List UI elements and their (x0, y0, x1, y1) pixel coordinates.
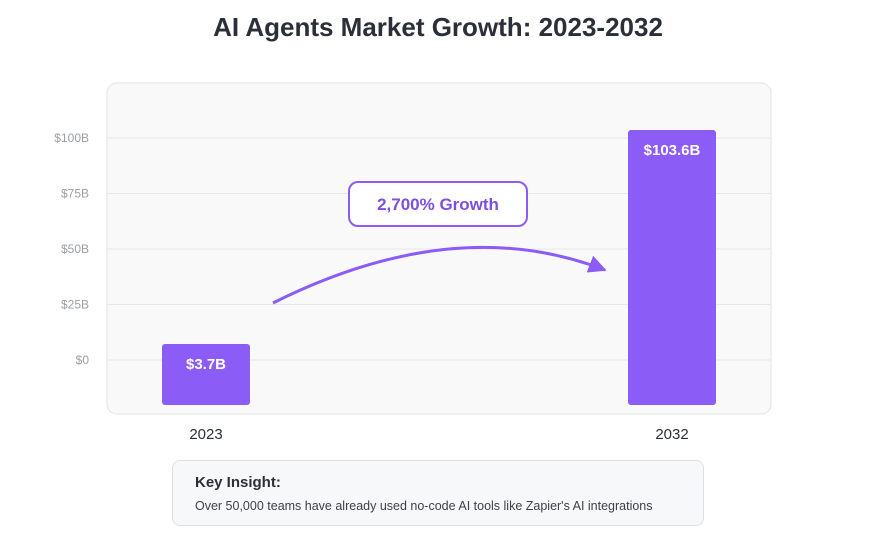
y-tick-label: $0 (76, 353, 90, 367)
growth-arrow (272, 245, 607, 305)
x-category-label: 2032 (655, 426, 688, 443)
y-tick-label: $75B (61, 187, 89, 201)
bar-2032 (628, 130, 716, 405)
y-tick-label: $25B (61, 298, 89, 312)
insight-title: Key Insight: (195, 474, 281, 491)
chart-title: AI Agents Market Growth: 2023-2032 (213, 12, 663, 42)
bar-value-label: $3.7B (186, 356, 226, 373)
x-category-label: 2023 (189, 426, 222, 443)
bar-value-label: $103.6B (644, 142, 701, 159)
bar-2023 (162, 344, 250, 405)
growth-annotation: 2,700% Growth (377, 195, 499, 214)
key-insight-box: Key Insight: Over 50,000 teams have alre… (172, 460, 704, 526)
growth-badge (348, 181, 528, 227)
y-tick-label: $50B (61, 242, 89, 256)
insight-text: Over 50,000 teams have already used no-c… (195, 499, 653, 513)
y-tick-label: $100B (54, 131, 89, 145)
